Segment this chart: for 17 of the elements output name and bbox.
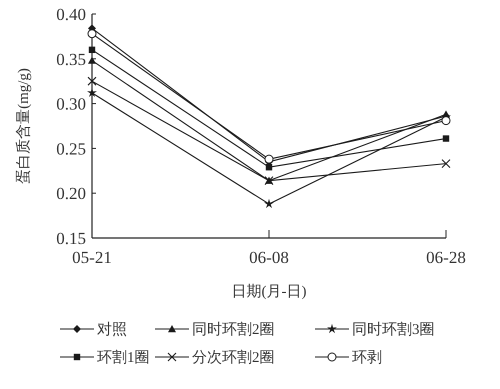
y-tick-label: 0.30 (56, 94, 86, 114)
x-axis-title: 日期(月-日) (232, 283, 306, 300)
x-tick-label: 06-08 (249, 248, 289, 267)
legend-label: 同时环割2圈 (192, 321, 274, 338)
y-tick-label: 0.40 (56, 5, 86, 24)
y-tick-label: 0.35 (56, 50, 86, 69)
legend-label: 对照 (97, 321, 127, 338)
y-tick-label: 0.15 (56, 229, 86, 248)
legend-label: 同时环割3圈 (352, 321, 434, 338)
y-tick-label: 0.20 (56, 184, 86, 204)
legend-label: 环割1圈 (97, 349, 150, 366)
x-tick-label: 05-21 (72, 248, 112, 267)
legend-label: 环剥 (352, 349, 382, 366)
legend-label: 分次环割2圈 (192, 349, 274, 366)
y-tick-label: 0.25 (56, 139, 86, 158)
y-axis-title: 蛋白质含量(mg/g) (15, 68, 32, 184)
x-tick-label: 06-28 (426, 248, 466, 267)
